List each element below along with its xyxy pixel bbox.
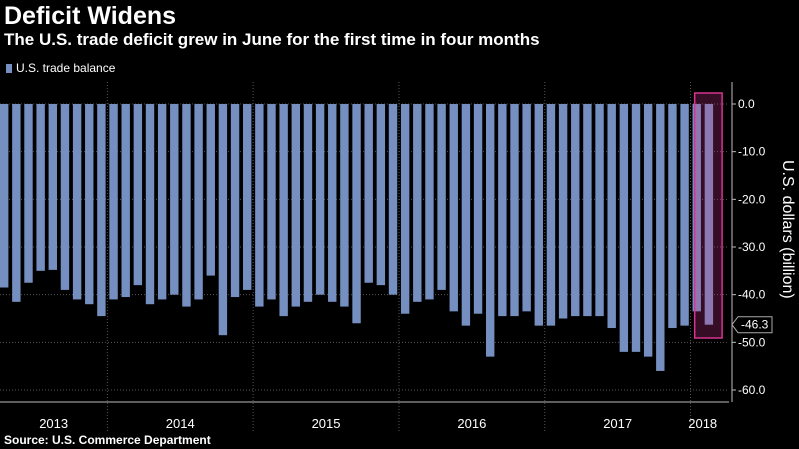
bar bbox=[206, 104, 215, 276]
bar bbox=[109, 104, 118, 300]
bar bbox=[328, 104, 337, 302]
bar bbox=[157, 104, 167, 300]
bar bbox=[388, 104, 398, 295]
source-note: Source: U.S. Commerce Department bbox=[4, 433, 211, 447]
highlight-box bbox=[693, 92, 723, 339]
bar bbox=[255, 104, 264, 307]
bar bbox=[571, 104, 580, 317]
y-tick-label: 0.0 bbox=[738, 97, 755, 111]
bar bbox=[437, 104, 446, 290]
legend-label: U.S. trade balance bbox=[16, 61, 116, 75]
bar bbox=[668, 104, 677, 329]
bar bbox=[656, 104, 665, 371]
bar bbox=[133, 104, 143, 286]
bar bbox=[498, 104, 507, 317]
bar bbox=[170, 104, 179, 295]
legend-swatch bbox=[6, 63, 12, 73]
bar bbox=[486, 104, 495, 357]
bar bbox=[400, 104, 410, 314]
bar bbox=[692, 104, 701, 312]
bar bbox=[413, 104, 422, 302]
bar bbox=[36, 104, 45, 271]
x-tick-label: 2017 bbox=[603, 416, 632, 431]
bar bbox=[24, 104, 33, 283]
bar bbox=[12, 104, 21, 302]
bar bbox=[267, 104, 276, 300]
bar bbox=[85, 104, 94, 305]
bar bbox=[340, 104, 349, 307]
bar bbox=[595, 104, 604, 317]
bar bbox=[643, 104, 653, 357]
bar bbox=[60, 104, 70, 290]
bar bbox=[279, 104, 288, 317]
y-tick-label: -40.0 bbox=[738, 288, 766, 302]
x-tick-label: 2016 bbox=[457, 416, 486, 431]
bar bbox=[121, 104, 130, 298]
bar bbox=[619, 104, 629, 352]
bar bbox=[376, 104, 386, 286]
y-tick-label: -30.0 bbox=[738, 240, 766, 254]
bar bbox=[72, 104, 82, 300]
bar bbox=[704, 104, 714, 325]
x-tick-label: 2014 bbox=[166, 416, 195, 431]
bar bbox=[303, 104, 313, 302]
legend: U.S. trade balance bbox=[6, 61, 115, 75]
bar bbox=[631, 104, 641, 352]
bar bbox=[243, 104, 252, 290]
bar bbox=[449, 104, 458, 312]
bar bbox=[680, 104, 689, 326]
y-tick-label: -10.0 bbox=[738, 145, 766, 159]
y-tick-label: -60.0 bbox=[738, 383, 766, 397]
y-axis-label: U.S. dollars (billion) bbox=[779, 160, 796, 299]
bar bbox=[230, 104, 240, 298]
x-tick-label: 2015 bbox=[312, 416, 341, 431]
bar bbox=[48, 104, 57, 270]
bar bbox=[583, 104, 592, 317]
bar bbox=[182, 104, 191, 307]
bar bbox=[352, 104, 361, 324]
chart-title: Deficit Widens bbox=[4, 2, 177, 30]
chart-subtitle: The U.S. trade deficit grew in June for … bbox=[4, 30, 540, 49]
bar bbox=[607, 104, 616, 329]
bar bbox=[315, 104, 325, 295]
bar bbox=[522, 104, 531, 312]
bar bbox=[218, 104, 228, 336]
value-callout-label: -46.3 bbox=[741, 318, 769, 332]
value-callout bbox=[731, 316, 773, 334]
bar bbox=[291, 104, 300, 307]
bar bbox=[461, 104, 471, 326]
bar bbox=[546, 104, 556, 326]
y-tick-label: -50.0 bbox=[738, 335, 766, 349]
x-tick-label: 2018 bbox=[688, 416, 717, 431]
bar bbox=[97, 104, 106, 317]
bar bbox=[473, 104, 483, 314]
bar bbox=[558, 104, 568, 319]
x-tick-label: 2013 bbox=[39, 416, 68, 431]
y-tick-label: -20.0 bbox=[738, 192, 766, 206]
bar bbox=[145, 104, 155, 305]
bar bbox=[534, 104, 543, 326]
bar bbox=[0, 104, 9, 288]
bar bbox=[425, 104, 434, 300]
bar bbox=[194, 104, 203, 300]
bar bbox=[510, 104, 519, 317]
bar bbox=[364, 104, 373, 283]
